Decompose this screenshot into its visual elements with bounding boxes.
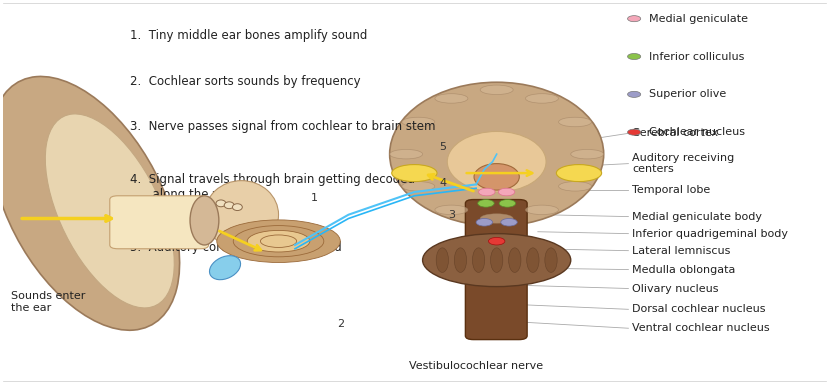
Circle shape <box>478 200 494 207</box>
Circle shape <box>627 16 641 22</box>
Circle shape <box>476 218 492 226</box>
Ellipse shape <box>480 85 513 94</box>
Ellipse shape <box>217 220 340 263</box>
Text: 5: 5 <box>440 142 446 152</box>
FancyBboxPatch shape <box>466 200 527 339</box>
Text: Auditory receiving
centers: Auditory receiving centers <box>632 153 735 174</box>
Text: Medial geniculate: Medial geniculate <box>649 14 748 24</box>
Text: Ventral cochlear nucleus: Ventral cochlear nucleus <box>632 323 771 333</box>
Text: Vestibulocochlear nerve: Vestibulocochlear nerve <box>409 361 543 371</box>
Ellipse shape <box>559 182 591 191</box>
Text: 1.  Tiny middle ear bones amplify sound: 1. Tiny middle ear bones amplify sound <box>131 29 367 42</box>
Ellipse shape <box>571 149 604 159</box>
Ellipse shape <box>472 248 485 272</box>
Text: Dorsal cochlear nucleus: Dorsal cochlear nucleus <box>632 304 766 314</box>
Text: Lateral lemniscus: Lateral lemniscus <box>632 246 731 256</box>
Text: 2.  Cochlear sorts sounds by frequency: 2. Cochlear sorts sounds by frequency <box>131 74 361 88</box>
Ellipse shape <box>224 202 234 209</box>
Text: 4: 4 <box>440 177 446 187</box>
Ellipse shape <box>435 205 468 215</box>
Ellipse shape <box>390 149 422 159</box>
Ellipse shape <box>556 165 601 182</box>
Ellipse shape <box>392 165 437 182</box>
Ellipse shape <box>0 76 180 330</box>
Text: 3.  Nerve passes signal from cochlear to brain stem: 3. Nerve passes signal from cochlear to … <box>131 120 436 133</box>
Ellipse shape <box>190 196 219 245</box>
Ellipse shape <box>526 205 558 215</box>
Ellipse shape <box>45 114 174 308</box>
Text: Temporal lobe: Temporal lobe <box>632 185 711 195</box>
Text: Olivary nucleus: Olivary nucleus <box>632 283 719 293</box>
Text: Sounds enter
the ear: Sounds enter the ear <box>11 291 86 313</box>
Ellipse shape <box>232 204 242 210</box>
Ellipse shape <box>526 248 539 272</box>
Text: Cochlear nucleus: Cochlear nucleus <box>649 127 745 137</box>
Text: Inferior colliculus: Inferior colliculus <box>649 51 745 61</box>
Ellipse shape <box>390 82 604 226</box>
Text: Medulla oblongata: Medulla oblongata <box>632 265 736 275</box>
Ellipse shape <box>436 248 448 272</box>
Ellipse shape <box>233 225 324 257</box>
Circle shape <box>501 218 517 226</box>
Text: 5.  Auditory cortex processes sound: 5. Auditory cortex processes sound <box>131 241 342 254</box>
Circle shape <box>479 188 495 196</box>
Ellipse shape <box>559 117 591 127</box>
Ellipse shape <box>216 200 226 207</box>
Ellipse shape <box>491 248 503 272</box>
Text: 4.  Signal travels through brain getting decoded
      along the way: 4. Signal travels through brain getting … <box>131 173 416 201</box>
Circle shape <box>498 188 515 196</box>
Text: Superior olive: Superior olive <box>649 89 726 99</box>
Circle shape <box>499 200 516 207</box>
Text: Cerebral cortex: Cerebral cortex <box>632 128 719 138</box>
Ellipse shape <box>454 248 466 272</box>
Ellipse shape <box>422 233 571 286</box>
Ellipse shape <box>435 94 468 103</box>
Ellipse shape <box>247 230 310 252</box>
Circle shape <box>627 129 641 135</box>
Ellipse shape <box>402 182 435 191</box>
FancyBboxPatch shape <box>110 196 208 249</box>
Text: Inferior quadrigeminal body: Inferior quadrigeminal body <box>632 228 789 238</box>
Ellipse shape <box>526 94 558 103</box>
Circle shape <box>627 91 641 98</box>
Ellipse shape <box>545 248 557 272</box>
Circle shape <box>488 237 505 245</box>
Ellipse shape <box>261 235 297 247</box>
Ellipse shape <box>509 248 521 272</box>
Ellipse shape <box>474 164 519 190</box>
Ellipse shape <box>204 180 278 249</box>
Text: 2: 2 <box>337 319 344 329</box>
Ellipse shape <box>447 131 546 192</box>
Text: 1: 1 <box>311 193 317 203</box>
Ellipse shape <box>480 214 513 223</box>
Text: 3: 3 <box>448 210 455 220</box>
Text: Medial geniculate body: Medial geniculate body <box>632 212 762 222</box>
Ellipse shape <box>402 117 435 127</box>
Ellipse shape <box>209 256 241 280</box>
Circle shape <box>627 53 641 60</box>
